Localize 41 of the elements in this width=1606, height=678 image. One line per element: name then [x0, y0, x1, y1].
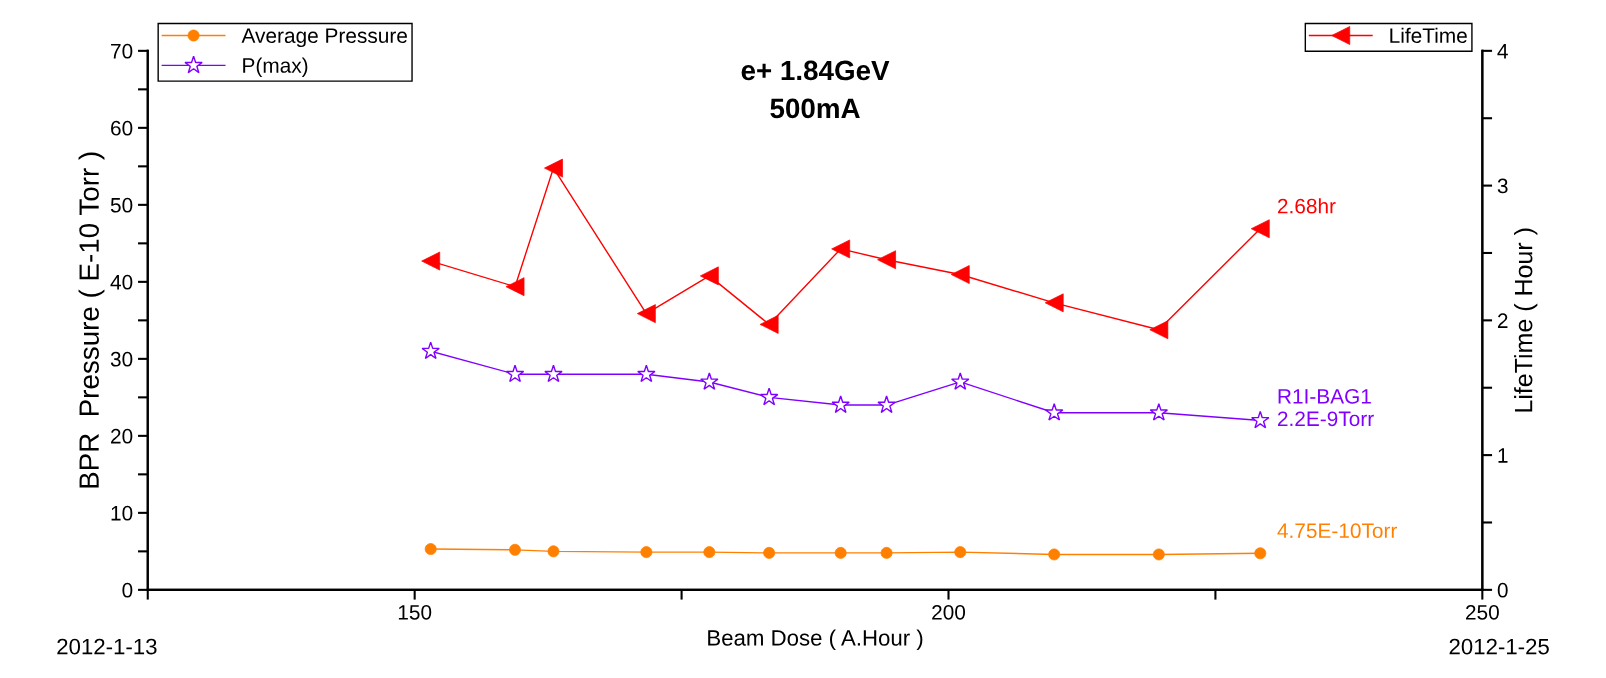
- point: [1149, 403, 1169, 421]
- text: 2012-1-25: [1449, 638, 1549, 655]
- point: [505, 364, 525, 383]
- point: [950, 372, 970, 390]
- y-tick-label: 50: [110, 197, 133, 213]
- y-tick-label: 40: [110, 274, 133, 290]
- point: [700, 372, 719, 390]
- x-tick-label: 250: [1466, 604, 1499, 620]
- y-tick-label: 70: [111, 43, 133, 59]
- y-tick-label: 10: [111, 505, 133, 521]
- x-axis-title: Beam Dose ( A.Hour ): [708, 629, 923, 651]
- legend-label: P(max): [243, 57, 308, 77]
- y2-tick-label: 2: [1497, 313, 1508, 328]
- x-tick-label: 150: [398, 604, 432, 620]
- data-label: 4.75E-10Torr: [1277, 523, 1398, 539]
- point: [831, 395, 850, 414]
- y2-tick-label: 4: [1497, 44, 1508, 59]
- y-tick-label: 0: [122, 582, 133, 598]
- x-tick-label: 200: [932, 604, 966, 620]
- point: [877, 395, 896, 414]
- text: 2012-1-13: [57, 638, 157, 655]
- y-tick-label: 20: [111, 428, 133, 444]
- point: [1044, 403, 1064, 421]
- text: e+ 1.84GeV 500mA: [741, 60, 890, 119]
- point: [1149, 320, 1169, 340]
- y2-tick-label: 0: [1497, 582, 1508, 598]
- legend-label: LifeTime: [1390, 27, 1467, 44]
- y2-tick-label: 3: [1497, 178, 1508, 194]
- point: [759, 387, 779, 406]
- point: [544, 364, 563, 383]
- point: [1250, 410, 1270, 429]
- point: [421, 341, 440, 360]
- y2-tick-label: 1: [1498, 448, 1508, 463]
- point: [637, 364, 656, 383]
- legend-label: Average Pressure: [241, 28, 407, 48]
- data-label: 2.68hr: [1277, 198, 1336, 214]
- y2-axis-title: LifeTime ( Hour ): [1514, 228, 1538, 412]
- data-label: R1I-BAG1 2.2E-9Torr: [1277, 388, 1374, 427]
- y-tick-label: 30: [110, 351, 133, 367]
- y-tick-label: 60: [111, 120, 133, 136]
- y-axis-title: BPR Pressure ( E-10 Torr ): [78, 152, 105, 488]
